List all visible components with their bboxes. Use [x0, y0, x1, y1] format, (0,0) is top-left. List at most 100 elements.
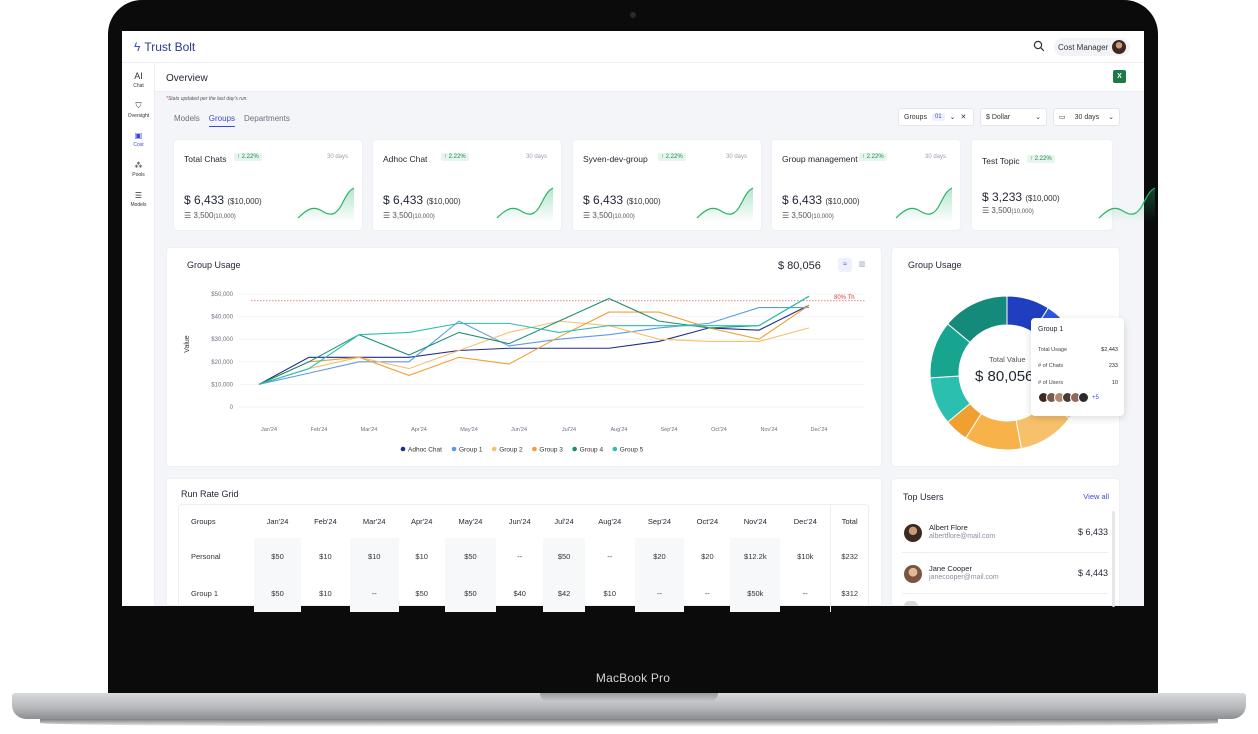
- column-header-month: Nov'24: [743, 516, 767, 526]
- sparkline-area: [298, 188, 354, 222]
- kpi-card[interactable]: Total Chats ↑ 2.22% 30 days $ 6,433 ($10,00…: [173, 139, 363, 231]
- user-name: Jane Cooper: [929, 564, 972, 573]
- tooltip-value: 10: [1111, 380, 1118, 386]
- close-icon[interactable]: ✕: [960, 114, 967, 121]
- table-cell: --: [634, 575, 685, 612]
- series-line-group-1[interactable]: [258, 307, 809, 385]
- bar-chart-toggle-icon[interactable]: ▥: [858, 261, 866, 268]
- top-user-row[interactable]: Albert Flore albertflore@mail.com $ 6,43…: [902, 513, 1108, 553]
- legend-item[interactable]: Group 5: [612, 446, 644, 454]
- table-cell: $50: [254, 575, 302, 612]
- x-tick-label: May'24: [460, 427, 478, 433]
- kpi-chats: ☰ 3,500(10,000): [184, 211, 236, 220]
- user-amount: $ 6,433: [1077, 527, 1108, 537]
- legend-swatch: [612, 446, 618, 452]
- series-line-group-3[interactable]: [258, 304, 810, 385]
- x-tick-label: Jul'24: [562, 427, 576, 433]
- sidebar-item-models[interactable]: ☰ Models: [122, 191, 155, 208]
- y-axis-label: Value: [184, 335, 191, 352]
- nodes-icon: ⁂: [134, 161, 143, 170]
- column-header-month: Oct'24: [696, 516, 719, 526]
- legend-swatch: [400, 446, 406, 452]
- x-tick-label: Aug'24: [611, 427, 628, 433]
- legend-label: Group 2: [499, 447, 523, 454]
- kpi-amount: $ 3,233: [982, 190, 1023, 204]
- arrow-up-icon: ↑: [661, 154, 664, 160]
- view-all-link[interactable]: View all: [1083, 492, 1109, 501]
- legend-item[interactable]: Group 1: [451, 447, 483, 454]
- table-row[interactable]: Group 1 $50 $10 -- $50 $50 $40 $42 $10 -- -- $50k --…: [178, 575, 868, 612]
- column-header-month: Mar'24: [362, 516, 386, 526]
- shield-icon: ⛉: [135, 101, 142, 110]
- more-users-count[interactable]: +5: [1092, 394, 1099, 401]
- tab-departments[interactable]: Departments: [244, 114, 290, 123]
- groups-count-badge: 01: [931, 113, 945, 121]
- donut-slice[interactable]: [946, 295, 1008, 344]
- note-text: Stats updated per the last day's run.: [167, 96, 248, 102]
- donut-tooltip: Group 1 Total Usage $2,443 # of Chats 23…: [1031, 318, 1124, 416]
- top-user-row[interactable]: Jane Cooper janecooper@mail.com $ 4,443: [902, 554, 1108, 594]
- series-line-group-2[interactable]: [258, 320, 810, 385]
- column-header-month: Dec'24: [793, 516, 817, 526]
- avatar: [904, 524, 922, 542]
- panel-title: Top Users: [903, 492, 944, 502]
- kpi-card[interactable]: Syven-dev-group ↑ 2.22% 30 days $ 6,433 ($1…: [572, 139, 762, 231]
- arrow-up-icon: ↑: [1030, 156, 1033, 162]
- kpi-card[interactable]: Group management ↑ 2.22% 30 days $ 6,433 ($…: [771, 139, 961, 231]
- kpi-amount: $ 6,433: [184, 193, 225, 207]
- kpi-chats-total: (10,000): [213, 214, 236, 220]
- series-line-group-4[interactable]: [258, 295, 810, 385]
- group-usage-total: $ 80,056: [778, 260, 821, 272]
- sparkline-area: [1099, 188, 1155, 222]
- kpi-card[interactable]: Adhoc Chat ↑ 2.22% 30 days $ 6,433 ($10,000…: [372, 139, 562, 231]
- legend-item[interactable]: Group 4: [572, 447, 603, 454]
- line-chart-toggle-icon[interactable]: ≈: [838, 258, 852, 272]
- sidebar-item-cost[interactable]: ▣ Cost: [122, 131, 155, 148]
- legend-item[interactable]: Adhoc Chat: [400, 446, 442, 454]
- groups-filter[interactable]: Groups 01 ⌄ ✕: [898, 108, 974, 126]
- excel-export-icon[interactable]: X: [1113, 70, 1126, 83]
- currency-select[interactable]: $ Dollar ⌄: [980, 108, 1047, 126]
- tooltip-label: # of Chats: [1038, 363, 1064, 369]
- brand-name: Trust Bolt: [144, 40, 196, 54]
- page-title: Overview: [166, 73, 208, 84]
- tab-models[interactable]: Models: [174, 114, 200, 123]
- user-menu[interactable]: Cost Manager: [1054, 38, 1131, 56]
- sidebar-item-chat[interactable]: AI Chat: [122, 71, 155, 89]
- panel-title: Group Usage: [908, 260, 962, 270]
- table-cell: $312: [830, 575, 868, 612]
- sidebar-item-pools[interactable]: ⁂ Pools: [122, 161, 155, 178]
- series-line-group-5[interactable]: [258, 295, 810, 385]
- tooltip-label: Total Usage: [1038, 347, 1068, 353]
- kpi-budget: ($10,000): [825, 197, 860, 206]
- ai-icon: AI: [134, 71, 143, 81]
- table-cell: $10: [319, 552, 332, 561]
- table-cell: $50: [254, 538, 302, 575]
- column-header-groups: Groups: [191, 516, 216, 526]
- logo[interactable]: ϟ Trust Bolt: [134, 40, 195, 54]
- column-header-month: Jun'24: [508, 516, 531, 526]
- period-select[interactable]: ▭ 30 days ⌄: [1053, 108, 1120, 126]
- series-line-adhoc-chat[interactable]: [258, 304, 810, 385]
- sidebar: AI Chat ⛉ Oversight ▣ Cost ⁂ Pools ☰ Mod…: [122, 63, 155, 606]
- laptop-shadow: [40, 719, 1218, 727]
- chevron-down-icon: ⌄: [1108, 114, 1114, 121]
- column-header-month: Apr'24: [410, 516, 433, 526]
- sidebar-item-oversight[interactable]: ⛉ Oversight: [122, 101, 155, 119]
- tab-groups[interactable]: Groups: [208, 114, 236, 127]
- table-cell: $50: [415, 589, 428, 598]
- kpi-card[interactable]: Test Topic ↑ 2.22% $ 3,233 ($10,000) ☰ 3,50…: [971, 139, 1156, 231]
- search-icon[interactable]: [1033, 40, 1045, 52]
- tooltip-value: $2,443: [1101, 347, 1118, 353]
- kpi-chats: ☰ 3,500(10,000): [583, 211, 635, 220]
- list-icon: ☰: [134, 191, 143, 200]
- sidebar-item-label: Pools: [132, 172, 145, 178]
- avatar: [1078, 392, 1089, 403]
- table-cell: $40: [513, 589, 526, 598]
- table-row[interactable]: Personal $50 $10 $10 $10 $50 -- $50 -- $20 $20 $12.…: [178, 538, 868, 575]
- scrollbar[interactable]: [1112, 511, 1115, 607]
- tooltip-row: # of Users 10: [1038, 380, 1118, 386]
- legend-item[interactable]: Group 2: [491, 447, 523, 454]
- legend-item[interactable]: Group 3: [532, 447, 563, 454]
- kpi-value: $ 6,433 ($10,000): [383, 193, 461, 207]
